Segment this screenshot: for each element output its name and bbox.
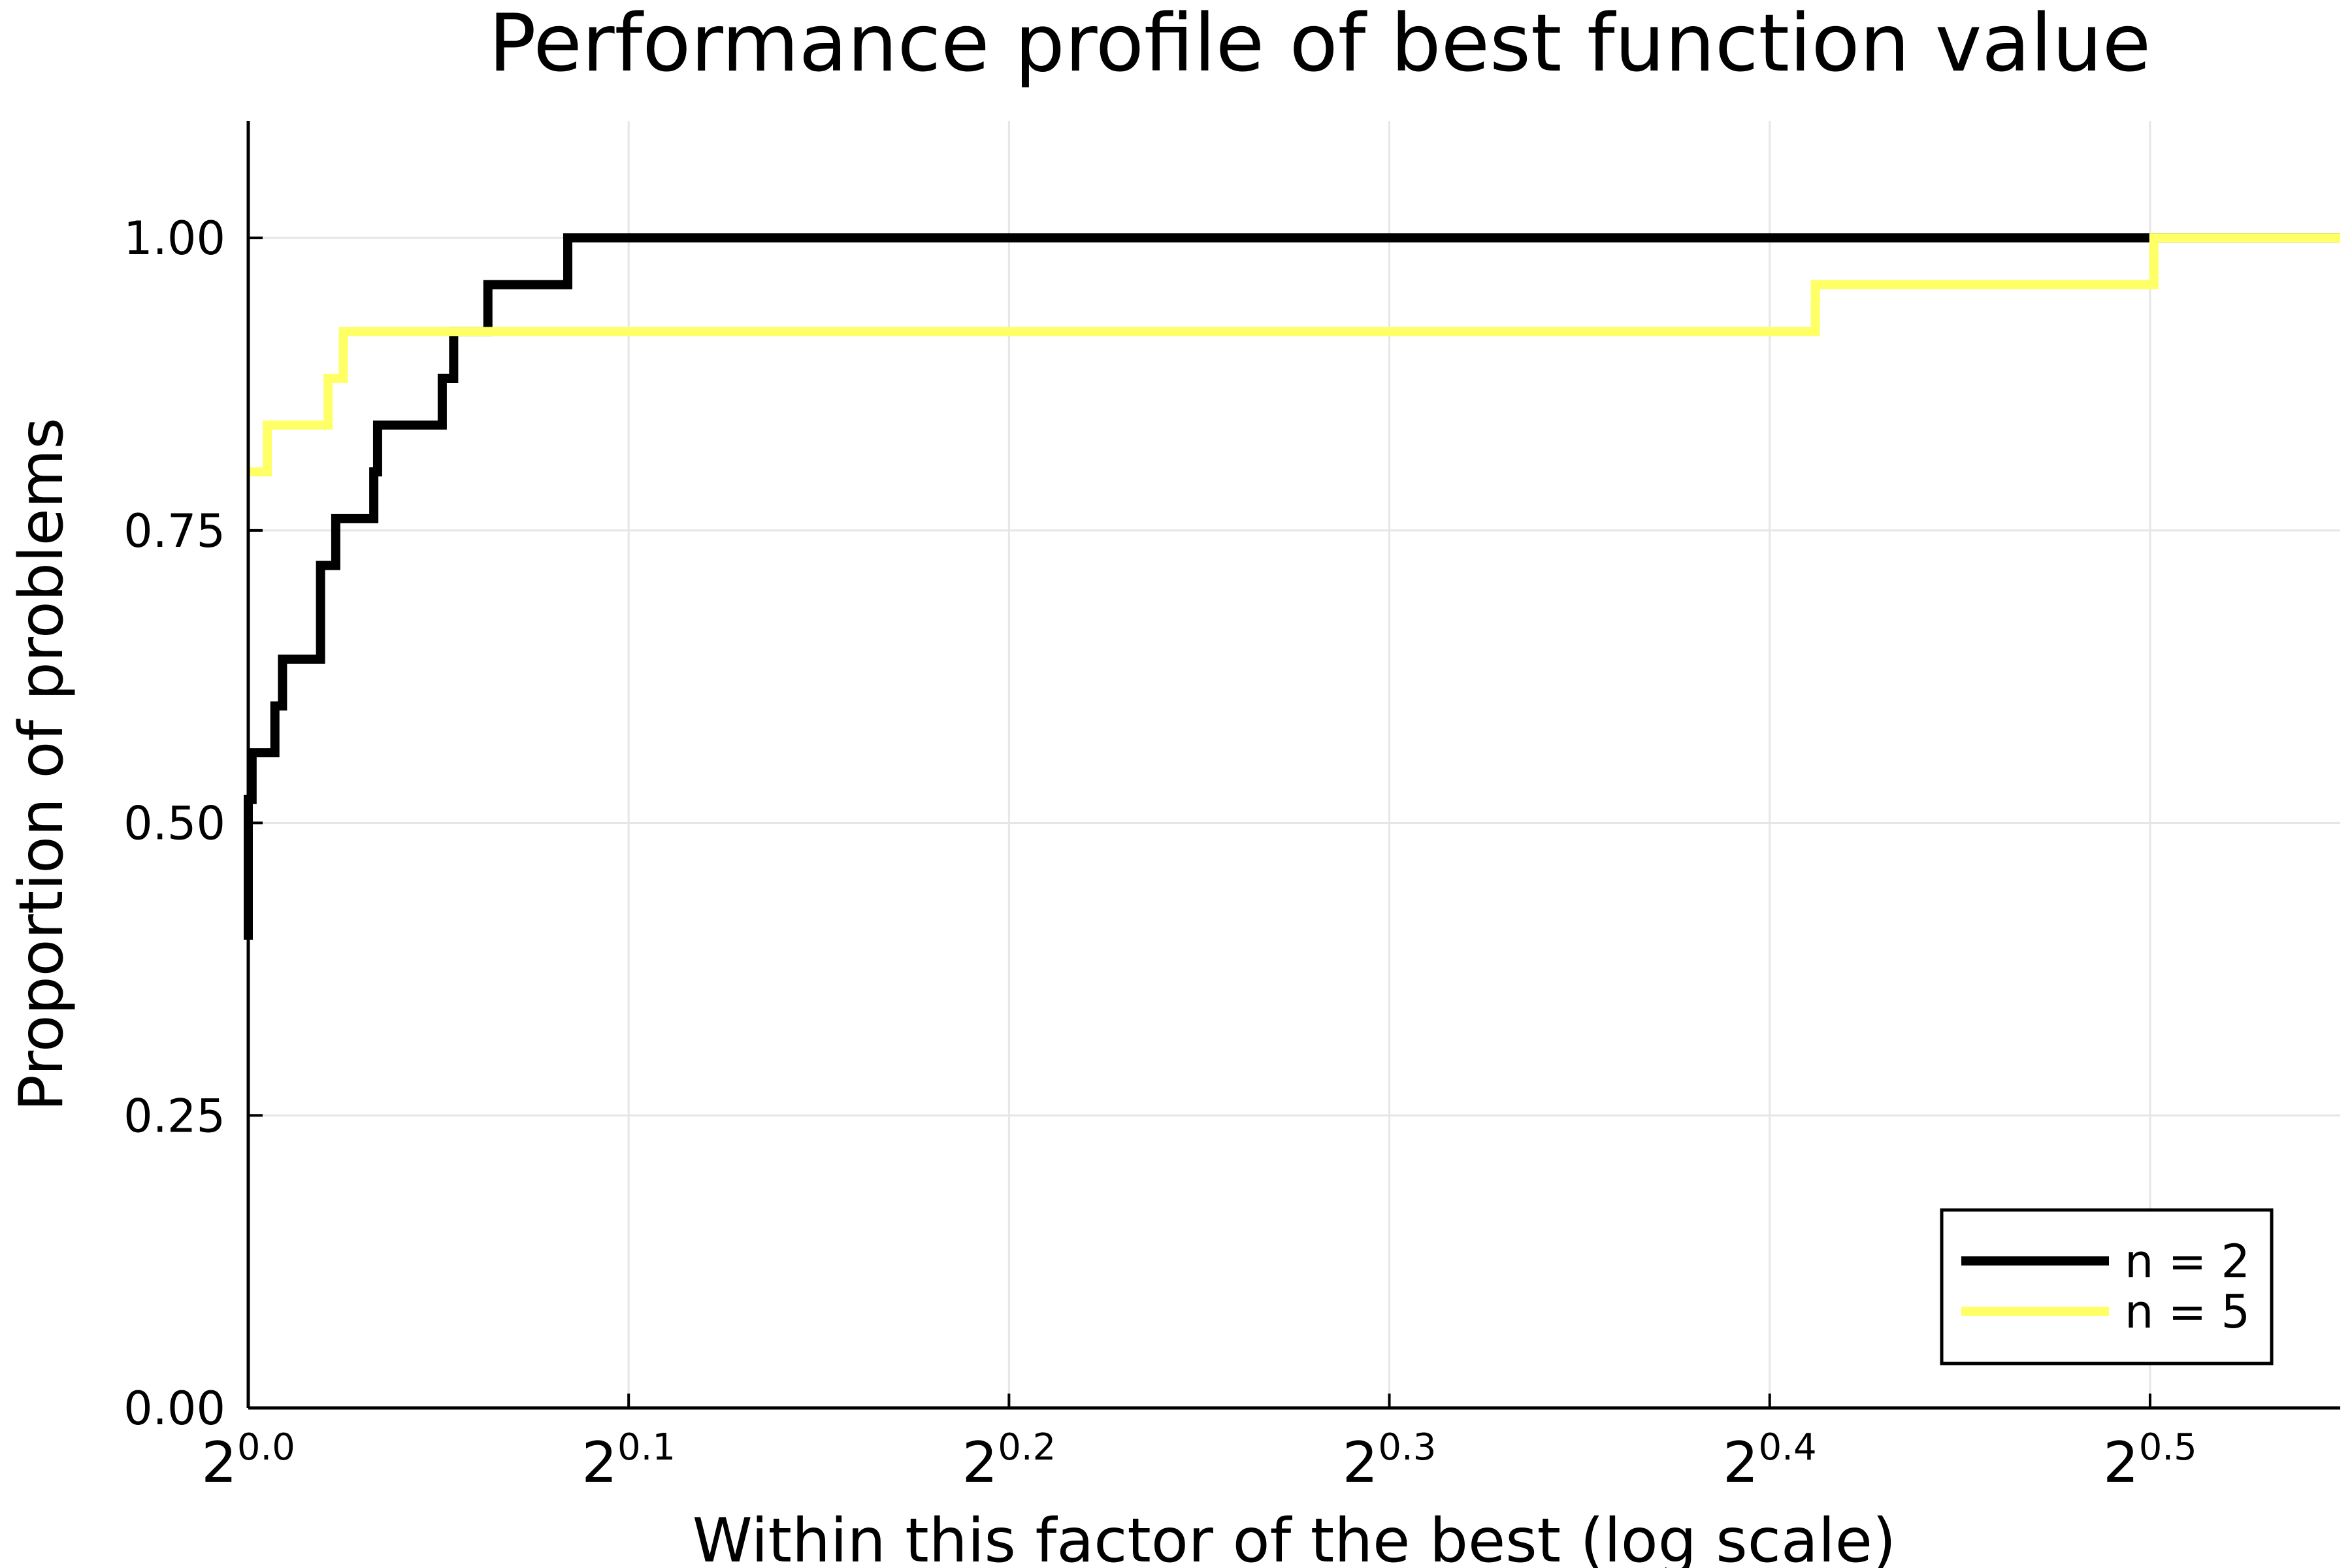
- series-line-n2: [244, 233, 2340, 940]
- x-axis-label: Within this factor of the best (log scal…: [693, 1505, 1896, 1568]
- y-tick-label: 1.00: [123, 212, 225, 265]
- legend: n = 2 n = 5: [1940, 1208, 2274, 1365]
- series-line-n5: [248, 233, 2340, 477]
- chart-title: Performance profile of best function val…: [489, 0, 2151, 90]
- y-tick-label: 0.75: [123, 504, 225, 558]
- legend-box: [1940, 1208, 2274, 1365]
- series-lines: [244, 233, 2340, 940]
- x-tick-label: 20.0: [201, 1426, 295, 1495]
- x-tick-label: 20.2: [962, 1426, 1056, 1495]
- x-tick-label: 20.3: [1343, 1426, 1437, 1495]
- x-tick-label: 20.5: [2103, 1426, 2197, 1495]
- y-axis-label: Proportion of problems: [6, 417, 76, 1111]
- x-axis-ticks: 20.0 20.1 20.2 20.3 20.4 20.5: [201, 1394, 2197, 1495]
- y-axis-ticks: 0.00 0.25 0.50 0.75 1.00: [123, 212, 263, 1435]
- legend-label-n5: n = 5: [2125, 1285, 2250, 1339]
- y-tick-label: 0.50: [123, 797, 225, 851]
- x-tick-label: 20.1: [581, 1426, 676, 1495]
- y-tick-label: 0.25: [123, 1089, 225, 1143]
- y-tick-label: 0.00: [123, 1382, 225, 1435]
- legend-label-n2: n = 2: [2125, 1235, 2250, 1288]
- x-tick-label: 20.4: [1723, 1426, 1817, 1495]
